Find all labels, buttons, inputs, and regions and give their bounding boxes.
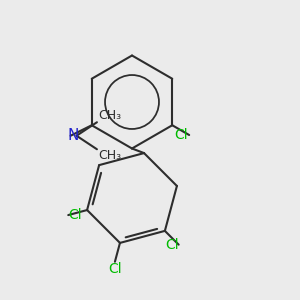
Text: CH₃: CH₃ bbox=[98, 109, 122, 122]
Text: CH₃: CH₃ bbox=[98, 149, 122, 162]
Text: Cl: Cl bbox=[165, 238, 179, 252]
Text: Cl: Cl bbox=[108, 262, 122, 276]
Text: Cl: Cl bbox=[68, 208, 82, 222]
Text: N: N bbox=[68, 128, 79, 143]
Text: Cl: Cl bbox=[174, 128, 188, 142]
